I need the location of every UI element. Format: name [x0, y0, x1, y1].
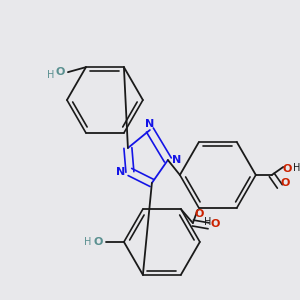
Text: O: O — [195, 209, 204, 219]
Text: N: N — [172, 155, 182, 165]
Text: N: N — [145, 119, 154, 129]
Text: H: H — [292, 163, 300, 173]
Text: O: O — [283, 164, 292, 174]
Text: H: H — [84, 237, 92, 247]
Text: O: O — [55, 67, 64, 77]
Text: H: H — [204, 217, 211, 227]
Text: N: N — [116, 167, 125, 177]
Text: O: O — [280, 178, 289, 188]
Text: O: O — [211, 219, 220, 229]
Text: H: H — [47, 70, 55, 80]
Text: O: O — [93, 237, 103, 247]
